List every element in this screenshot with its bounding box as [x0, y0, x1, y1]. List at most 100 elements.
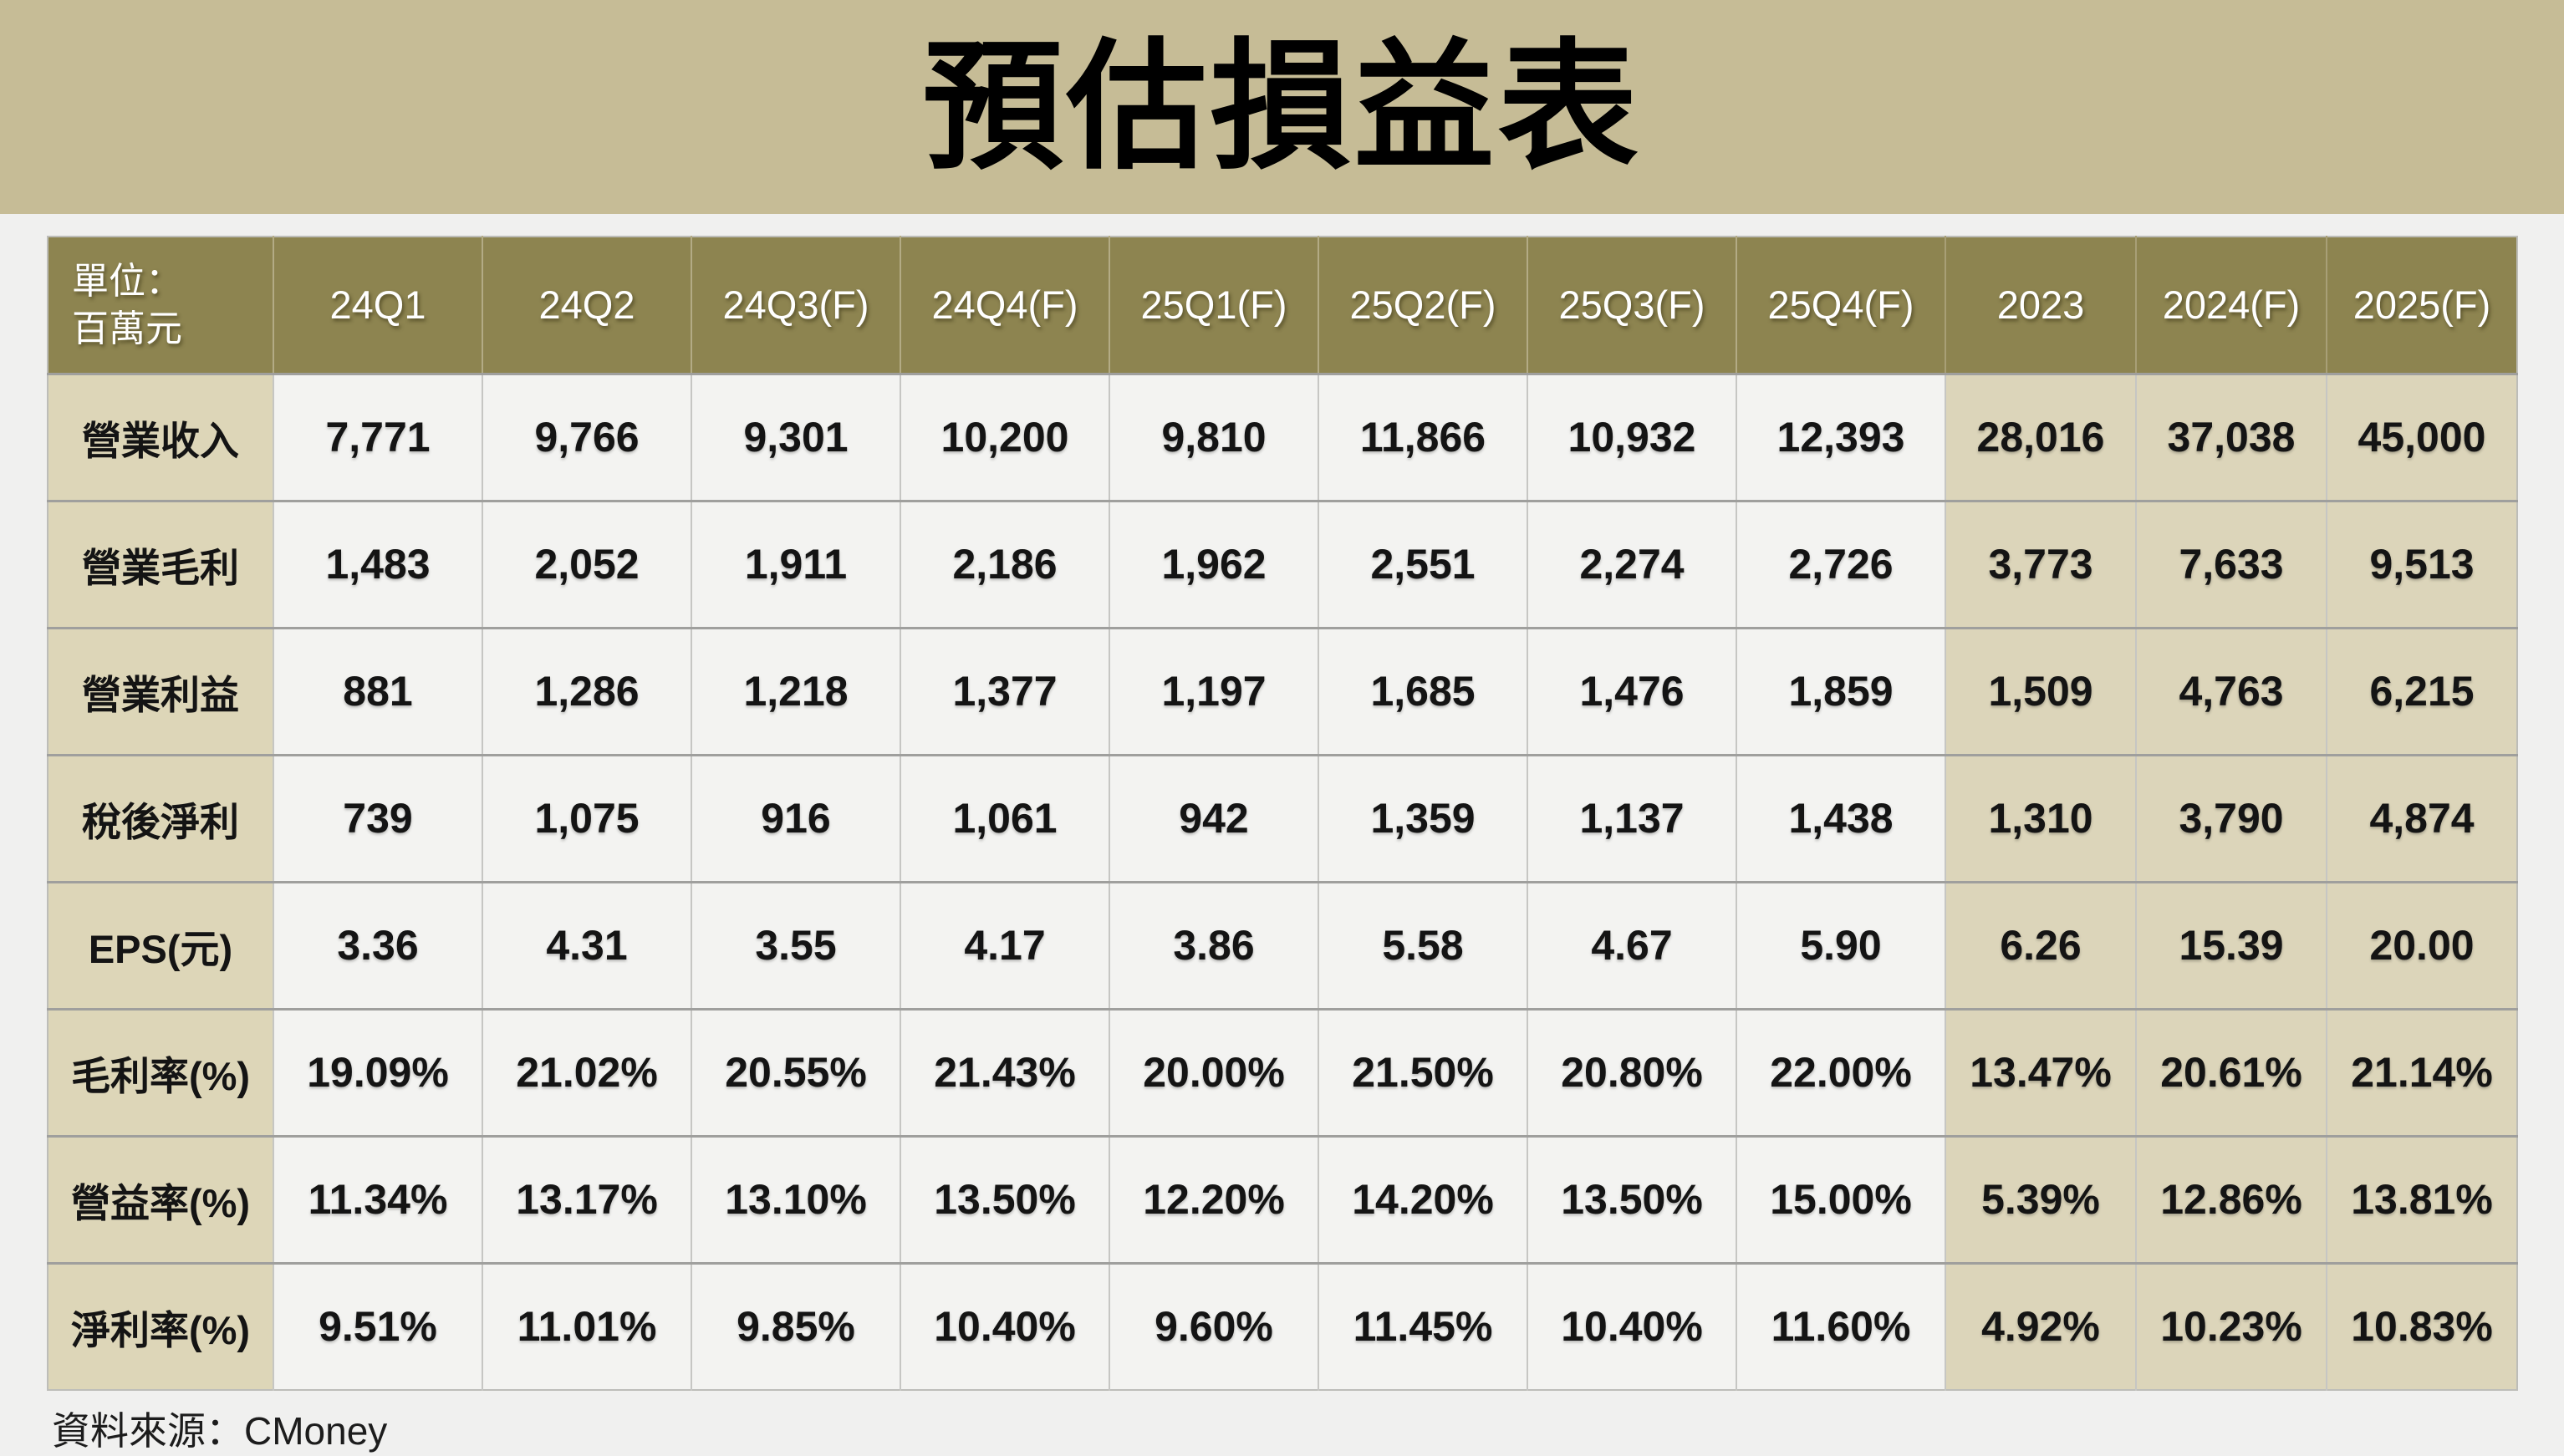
- row-label: 毛利率(%): [48, 1007, 273, 1136]
- column-header: 2023: [1945, 237, 2136, 374]
- table-cell: 1,962: [1109, 499, 1318, 628]
- table-row: 營業利益 881 1,286 1,218 1,377 1,197 1,685 1,476 1,8…: [48, 626, 2517, 755]
- table-cell: 1,911: [691, 499, 900, 628]
- table-cell: 9,810: [1109, 372, 1318, 501]
- table-cell: 7,771: [273, 372, 482, 501]
- table-row: 營業收入 7,771 9,766 9,301 10,200 9,810 11,866 10,9…: [48, 372, 2517, 501]
- table-cell: 9.51%: [273, 1261, 482, 1390]
- table-header: 單位： 百萬元 24Q1 24Q2 24Q3(F) 24Q4(F) 25Q1(F) 25Q…: [48, 237, 2517, 374]
- page-title: 預估損益表: [922, 28, 1642, 186]
- table-cell: 15.00%: [1736, 1134, 1945, 1263]
- table-cell: 881: [273, 626, 482, 755]
- table-cell: 1,137: [1527, 753, 1736, 882]
- table-cell: 12.20%: [1109, 1134, 1318, 1263]
- table-cell: 1,359: [1318, 753, 1527, 882]
- table-cell: 13.50%: [1527, 1134, 1736, 1263]
- income-statement-table: 單位： 百萬元 24Q1 24Q2 24Q3(F) 24Q4(F) 25Q1(F) 25Q…: [47, 236, 2518, 1391]
- column-header: 24Q3(F): [691, 237, 900, 374]
- table-row: 毛利率(%) 19.09% 21.02% 20.55% 21.43% 20.00% 21.5…: [48, 1007, 2517, 1136]
- table-cell: 19.09%: [273, 1007, 482, 1136]
- table-cell: 20.61%: [2135, 1007, 2327, 1136]
- table-cell: 9.60%: [1109, 1261, 1318, 1390]
- table-cell: 3,773: [1945, 499, 2136, 628]
- table-row: 營業毛利 1,483 2,052 1,911 2,186 1,962 2,551 2,274 2…: [48, 499, 2517, 628]
- column-header: 25Q1(F): [1109, 237, 1318, 374]
- table-cell: 13.50%: [900, 1134, 1109, 1263]
- table-cell: 1,075: [482, 753, 691, 882]
- table-cell: 11.60%: [1736, 1261, 1945, 1390]
- table-cell: 12.86%: [2135, 1134, 2327, 1263]
- table-row: EPS(元) 3.36 4.31 3.55 4.17 3.86 5.58 4.67 5.90 6.…: [48, 880, 2517, 1009]
- table-cell: 3.36: [273, 880, 482, 1009]
- table-cell: 1,061: [900, 753, 1109, 882]
- row-label: 稅後淨利: [48, 753, 273, 882]
- row-label: 營業毛利: [48, 499, 273, 628]
- table-cell: 13.10%: [691, 1134, 900, 1263]
- table-cell: 5.58: [1318, 880, 1527, 1009]
- table-cell: 3.86: [1109, 880, 1318, 1009]
- table-cell: 21.50%: [1318, 1007, 1527, 1136]
- row-label: EPS(元): [48, 880, 273, 1009]
- table-cell: 1,197: [1109, 626, 1318, 755]
- table-cell: 37,038: [2135, 372, 2327, 501]
- table-cell: 1,685: [1318, 626, 1527, 755]
- table-cell: 11.01%: [482, 1261, 691, 1390]
- table-cell: 1,438: [1736, 753, 1945, 882]
- table-cell: 4.31: [482, 880, 691, 1009]
- table-cell: 9,513: [2326, 499, 2517, 628]
- table-cell: 4,874: [2326, 753, 2517, 882]
- table-cell: 10.40%: [1527, 1261, 1736, 1390]
- table-row: 稅後淨利 739 1,075 916 1,061 942 1,359 1,137 1,438 1,…: [48, 753, 2517, 882]
- table-cell: 20.00: [2326, 880, 2517, 1009]
- column-header: 25Q4(F): [1736, 237, 1945, 374]
- table-cell: 10.40%: [900, 1261, 1109, 1390]
- table-cell: 2,726: [1736, 499, 1945, 628]
- table-cell: 12,393: [1736, 372, 1945, 501]
- table-cell: 739: [273, 753, 482, 882]
- table-cell: 21.02%: [482, 1007, 691, 1136]
- table-cell: 15.39: [2135, 880, 2327, 1009]
- table-cell: 5.90: [1736, 880, 1945, 1009]
- table-cell: 13.81%: [2326, 1134, 2517, 1263]
- table-cell: 10,932: [1527, 372, 1736, 501]
- table-cell: 28,016: [1945, 372, 2136, 501]
- table-cell: 11.34%: [273, 1134, 482, 1263]
- table-cell: 916: [691, 753, 900, 882]
- table-cell: 5.39%: [1945, 1134, 2136, 1263]
- table-cell: 21.43%: [900, 1007, 1109, 1136]
- column-header: 2024(F): [2135, 237, 2327, 374]
- table-cell: 14.20%: [1318, 1134, 1527, 1263]
- table-cell: 20.00%: [1109, 1007, 1318, 1136]
- table-cell: 1,476: [1527, 626, 1736, 755]
- table-cell: 45,000: [2326, 372, 2517, 501]
- table-cell: 4.17: [900, 880, 1109, 1009]
- table-cell: 3,790: [2135, 753, 2327, 882]
- table-cell: 11,866: [1318, 372, 1527, 501]
- table-cell: 10,200: [900, 372, 1109, 501]
- column-header: 25Q2(F): [1318, 237, 1527, 374]
- column-header: 24Q1: [273, 237, 482, 374]
- data-source-note: 資料來源：CMoney: [52, 1409, 388, 1453]
- table-cell: 6,215: [2326, 626, 2517, 755]
- table-cell: 3.55: [691, 880, 900, 1009]
- table-cell: 10.23%: [2135, 1261, 2327, 1390]
- table-cell: 2,052: [482, 499, 691, 628]
- table-cell: 6.26: [1945, 880, 2136, 1009]
- table-cell: 4.92%: [1945, 1261, 2136, 1390]
- title-banner: 預估損益表: [0, 0, 2564, 214]
- table-body: 營業收入 7,771 9,766 9,301 10,200 9,810 11,866 10,9…: [48, 372, 2517, 1390]
- table-cell: 1,218: [691, 626, 900, 755]
- unit-header-cell: 單位： 百萬元: [48, 237, 273, 374]
- table-cell: 13.47%: [1945, 1007, 2136, 1136]
- row-label: 營業收入: [48, 372, 273, 501]
- table-cell: 2,274: [1527, 499, 1736, 628]
- table-cell: 1,859: [1736, 626, 1945, 755]
- table-cell: 1,310: [1945, 753, 2136, 882]
- table-cell: 4,763: [2135, 626, 2327, 755]
- table-cell: 13.17%: [482, 1134, 691, 1263]
- table-cell: 11.45%: [1318, 1261, 1527, 1390]
- table-cell: 1,509: [1945, 626, 2136, 755]
- table-cell: 7,633: [2135, 499, 2327, 628]
- row-label: 淨利率(%): [48, 1261, 273, 1390]
- table-cell: 22.00%: [1736, 1007, 1945, 1136]
